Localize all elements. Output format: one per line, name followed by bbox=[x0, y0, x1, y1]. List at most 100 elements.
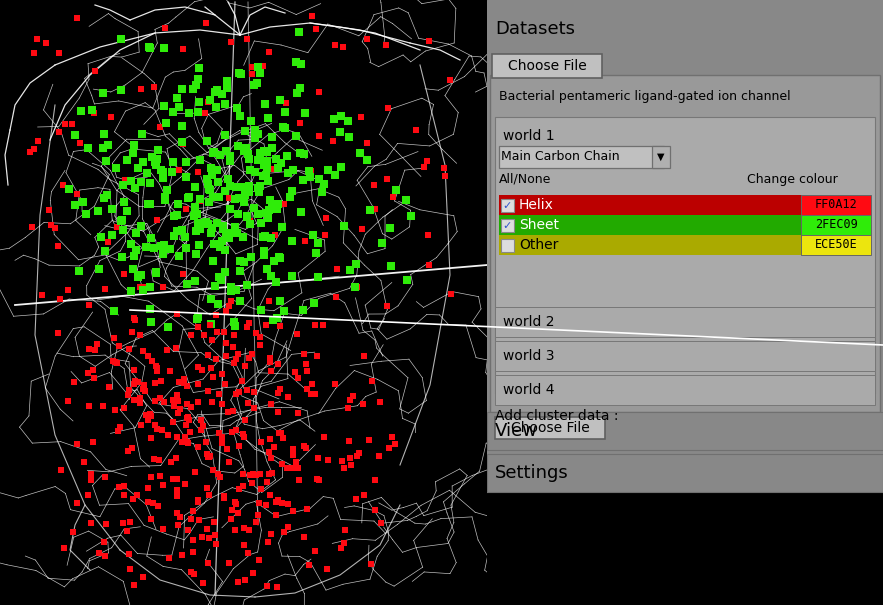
Point bbox=[291, 408, 306, 418]
Point bbox=[139, 243, 153, 252]
Point bbox=[127, 365, 141, 374]
Point bbox=[153, 471, 167, 481]
Point bbox=[260, 207, 274, 217]
Bar bbox=[495, 307, 875, 337]
Point bbox=[252, 209, 266, 219]
Point bbox=[359, 139, 374, 148]
Point bbox=[157, 101, 171, 111]
Point bbox=[170, 432, 184, 442]
Point bbox=[329, 264, 343, 273]
Point bbox=[107, 306, 121, 315]
Point bbox=[205, 336, 219, 345]
Point bbox=[239, 212, 253, 221]
Bar bbox=[499, 146, 664, 168]
Point bbox=[54, 465, 68, 475]
Point bbox=[217, 245, 231, 255]
Point bbox=[307, 298, 321, 308]
Point bbox=[224, 37, 238, 47]
Point bbox=[211, 178, 225, 188]
Point bbox=[362, 436, 376, 445]
Point bbox=[202, 185, 216, 195]
Point bbox=[141, 497, 155, 507]
Point bbox=[226, 342, 240, 352]
Point bbox=[251, 183, 265, 193]
Point bbox=[225, 505, 239, 515]
Text: Helix: Helix bbox=[519, 198, 554, 212]
Point bbox=[117, 518, 131, 528]
Point bbox=[302, 166, 316, 176]
Point bbox=[120, 526, 134, 535]
Point bbox=[147, 378, 162, 388]
Point bbox=[353, 148, 367, 158]
Point bbox=[211, 469, 225, 479]
Point bbox=[264, 366, 278, 376]
Point bbox=[224, 514, 238, 524]
Point bbox=[204, 364, 218, 373]
Point bbox=[219, 146, 233, 156]
Point bbox=[93, 264, 107, 273]
Point bbox=[127, 580, 141, 590]
Point bbox=[253, 437, 268, 446]
Point bbox=[185, 84, 200, 94]
Point bbox=[79, 209, 94, 218]
Point bbox=[155, 524, 170, 534]
Point bbox=[230, 508, 245, 518]
Bar bbox=[801, 235, 871, 255]
Point bbox=[201, 219, 215, 229]
Point bbox=[436, 163, 450, 173]
Point bbox=[73, 138, 87, 148]
Point bbox=[312, 174, 326, 184]
Point bbox=[326, 136, 340, 145]
Point bbox=[215, 237, 230, 246]
Point bbox=[70, 440, 84, 450]
Point bbox=[254, 484, 268, 494]
Point bbox=[128, 183, 142, 192]
Point bbox=[308, 546, 322, 555]
Point bbox=[180, 279, 194, 289]
Point bbox=[260, 264, 274, 273]
Point bbox=[162, 322, 176, 332]
Point bbox=[283, 192, 297, 202]
Point bbox=[308, 320, 322, 330]
Point bbox=[129, 245, 143, 255]
Point bbox=[238, 416, 253, 425]
Bar bbox=[801, 215, 871, 235]
Point bbox=[132, 283, 147, 292]
Point bbox=[171, 377, 185, 387]
Point bbox=[261, 446, 275, 456]
Point bbox=[333, 127, 347, 137]
Point bbox=[138, 386, 152, 396]
Point bbox=[247, 387, 261, 397]
Point bbox=[242, 318, 256, 327]
Point bbox=[202, 533, 216, 543]
Point bbox=[245, 469, 260, 479]
Point bbox=[251, 129, 265, 139]
Bar bbox=[499, 215, 871, 235]
Point bbox=[257, 156, 271, 166]
Point bbox=[224, 286, 238, 296]
Point bbox=[306, 231, 321, 240]
Point bbox=[310, 352, 324, 361]
Point bbox=[271, 388, 285, 398]
Point bbox=[342, 436, 356, 446]
Point bbox=[345, 391, 359, 401]
Point bbox=[200, 483, 214, 492]
Point bbox=[204, 294, 218, 304]
Point bbox=[233, 296, 247, 306]
Point bbox=[248, 125, 262, 135]
Point bbox=[262, 47, 276, 57]
Point bbox=[275, 433, 290, 443]
Point bbox=[380, 174, 394, 184]
Point bbox=[156, 397, 170, 407]
Point bbox=[223, 301, 237, 310]
Point bbox=[315, 320, 329, 330]
Point bbox=[285, 271, 299, 281]
Bar bbox=[492, 54, 602, 78]
Point bbox=[181, 437, 195, 447]
Point bbox=[260, 214, 275, 223]
Point bbox=[161, 345, 175, 355]
Point bbox=[388, 439, 402, 448]
Point bbox=[260, 177, 275, 186]
Point bbox=[241, 548, 255, 558]
Point bbox=[81, 344, 95, 354]
